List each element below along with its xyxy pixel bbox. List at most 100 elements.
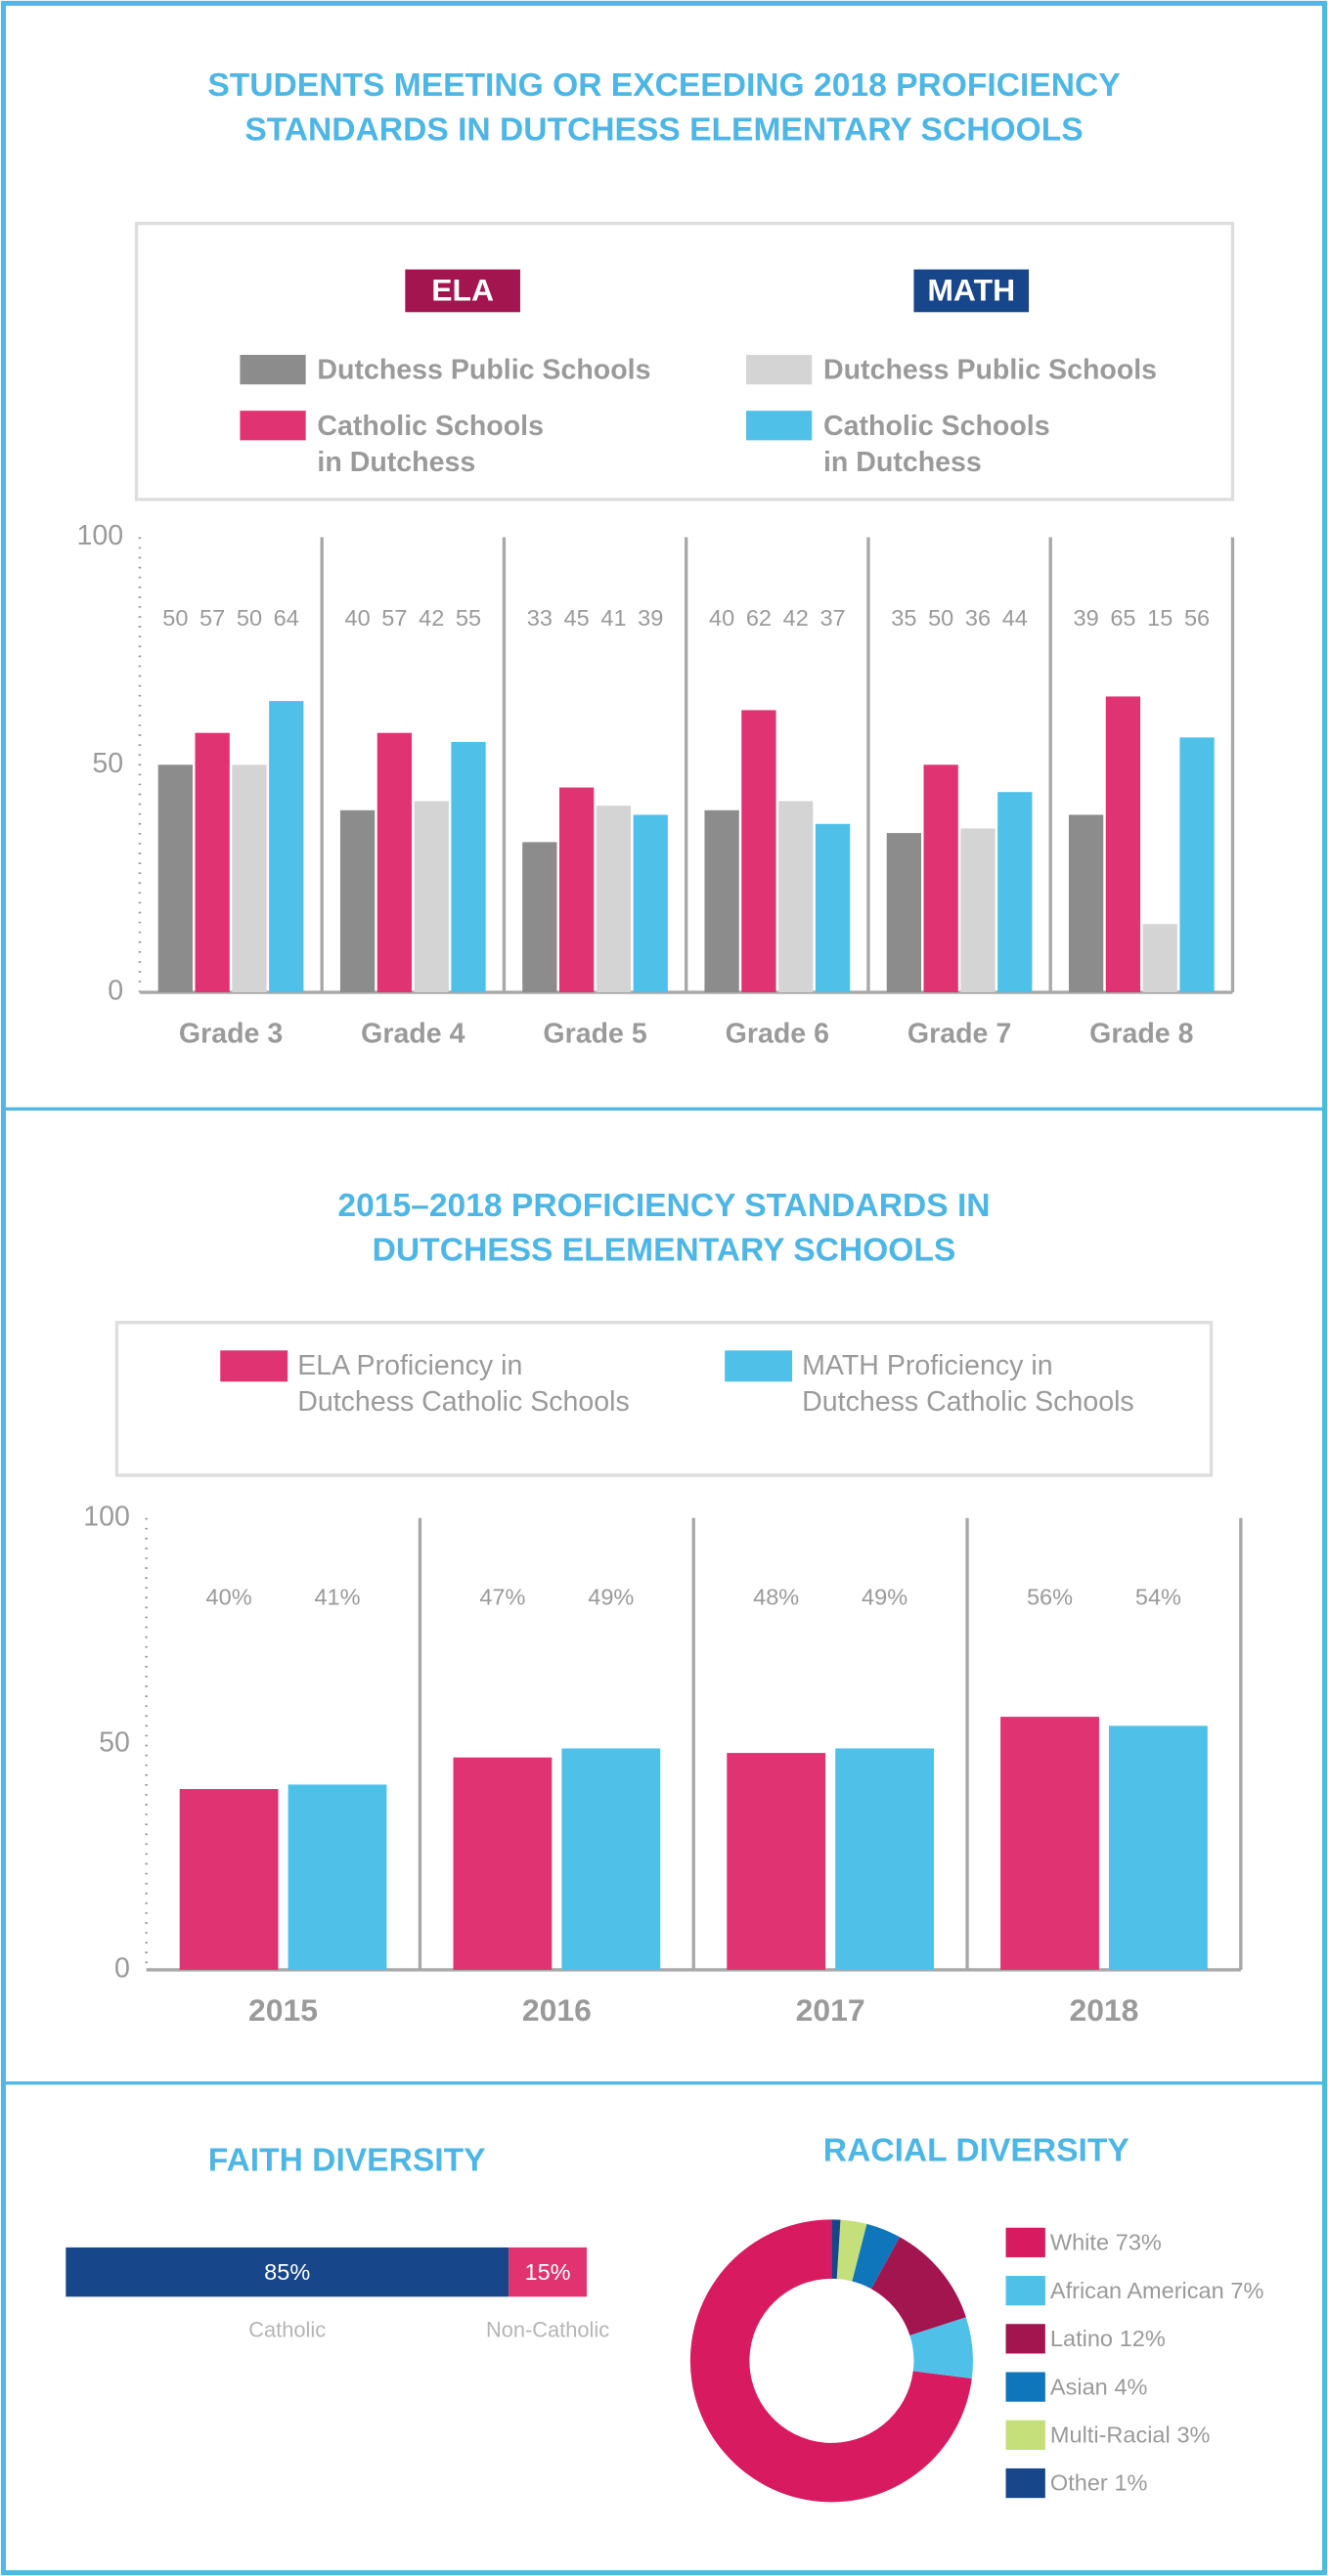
data-label: 56 bbox=[1184, 605, 1210, 631]
data-label: 44 bbox=[1002, 605, 1028, 631]
bar bbox=[997, 792, 1033, 993]
chart-title-line: STUDENTS MEETING OR EXCEEDING 2018 PROFI… bbox=[207, 67, 1120, 104]
bar bbox=[835, 1748, 935, 1970]
bar bbox=[522, 842, 557, 993]
legend-swatch bbox=[240, 354, 306, 385]
bar bbox=[815, 823, 851, 993]
y-tick-label: 0 bbox=[114, 1952, 130, 1984]
legend-group-title: ELA bbox=[431, 273, 494, 308]
legend-label-line: MATH Proficiency in bbox=[802, 1350, 1052, 1381]
pie-slice bbox=[836, 2219, 867, 2282]
legend-label-line: Catholic Schools bbox=[823, 410, 1050, 441]
legend-category: White bbox=[1050, 2230, 1109, 2255]
bar bbox=[1105, 696, 1141, 993]
x-tick-label: Grade 3 bbox=[179, 1018, 283, 1049]
data-label: 48% bbox=[753, 1584, 799, 1609]
data-label: 15% bbox=[525, 2259, 571, 2285]
pie-slice bbox=[870, 2237, 966, 2336]
data-label: 41 bbox=[600, 605, 626, 631]
legend-category: Multi-Racial bbox=[1050, 2423, 1171, 2448]
category-label: Non-Catholic bbox=[486, 2317, 609, 2341]
x-tick-label: Grade 5 bbox=[543, 1018, 646, 1049]
bar bbox=[596, 806, 632, 993]
chart-title: STUDENTS MEETING OR EXCEEDING 2018 PROFI… bbox=[207, 67, 1120, 148]
bar bbox=[339, 809, 376, 993]
data-label: 42 bbox=[419, 605, 444, 631]
legend-box bbox=[134, 221, 1235, 502]
x-tick-label: 2016 bbox=[522, 1992, 592, 2028]
pie-slice bbox=[909, 2317, 973, 2379]
data-label: 35 bbox=[891, 605, 916, 631]
x-tick-label: Grade 7 bbox=[907, 1018, 1011, 1049]
bar bbox=[923, 764, 958, 993]
legend-label: White 73% bbox=[1050, 2230, 1162, 2255]
chart-title-line: STANDARDS IN DUTCHESS ELEMENTARY SCHOOLS bbox=[244, 111, 1083, 148]
x-tick-label: Grade 8 bbox=[1089, 1018, 1193, 1049]
bar bbox=[195, 732, 230, 993]
data-label: 15 bbox=[1147, 605, 1173, 631]
bar bbox=[727, 1753, 826, 1970]
data-label: 49% bbox=[862, 1584, 907, 1609]
data-label: 36 bbox=[965, 605, 991, 631]
x-tick-label: Grade 4 bbox=[361, 1018, 465, 1049]
data-label: 54% bbox=[1135, 1584, 1181, 1609]
x-tick-label: Grade 6 bbox=[726, 1018, 829, 1049]
legend-swatch bbox=[746, 411, 813, 441]
bar bbox=[633, 814, 668, 993]
legend-value: 73% bbox=[1116, 2230, 1162, 2255]
legend-value: 7% bbox=[1230, 2278, 1263, 2303]
legend-label: Other 1% bbox=[1050, 2470, 1148, 2496]
data-label: 33 bbox=[527, 605, 553, 631]
legend-label: Multi-Racial 3% bbox=[1050, 2423, 1211, 2448]
bar bbox=[269, 701, 304, 993]
data-label: 50 bbox=[237, 605, 262, 631]
data-label: 39 bbox=[638, 605, 663, 631]
x-tick-label: 2018 bbox=[1069, 1992, 1138, 2028]
legend-label-line: in Dutchess bbox=[317, 446, 475, 477]
legend-category: Latino bbox=[1050, 2326, 1113, 2351]
legend-group-title: MATH bbox=[927, 273, 1015, 308]
bar bbox=[1108, 1725, 1208, 1970]
data-label: 55 bbox=[456, 605, 481, 631]
bar bbox=[1068, 814, 1104, 993]
x-tick-label: 2017 bbox=[796, 1992, 865, 2028]
legend-label-line: Dutchess Catholic Schools bbox=[297, 1386, 630, 1418]
legend-label-line: in Dutchess bbox=[823, 446, 982, 477]
legend-value: 12% bbox=[1120, 2326, 1166, 2351]
data-label: 41% bbox=[314, 1584, 360, 1609]
bar-segment bbox=[509, 2247, 588, 2297]
data-label: 42 bbox=[783, 605, 809, 631]
bar bbox=[960, 828, 996, 993]
data-label: 39 bbox=[1074, 605, 1099, 631]
bar bbox=[778, 801, 814, 993]
bar bbox=[288, 1784, 387, 1970]
legend-category: African American bbox=[1050, 2278, 1224, 2303]
legend-swatch bbox=[725, 1350, 793, 1382]
chart-title-line: 2015–2018 PROFICIENCY STANDARDS IN bbox=[337, 1188, 990, 1224]
legend-label-line: Catholic Schools bbox=[317, 410, 544, 441]
legend-swatch bbox=[220, 1350, 288, 1382]
legend-group-tag bbox=[405, 269, 520, 313]
legend-swatch bbox=[1005, 2420, 1045, 2450]
legend-label: Catholic Schools in Dutchess bbox=[317, 410, 544, 477]
bar bbox=[886, 833, 921, 993]
legend-label: MATH Proficiency in Dutchess Catholic Sch… bbox=[802, 1350, 1134, 1418]
y-tick-label: 0 bbox=[108, 976, 123, 1007]
legend-value: 4% bbox=[1114, 2374, 1147, 2399]
data-label: 40% bbox=[206, 1584, 252, 1609]
legend-value: 1% bbox=[1114, 2470, 1147, 2496]
legend-label: African American 7% bbox=[1050, 2278, 1264, 2303]
data-label: 65 bbox=[1110, 605, 1135, 631]
data-label: 50 bbox=[162, 605, 188, 631]
legend-swatch bbox=[1005, 2275, 1045, 2306]
bar bbox=[741, 710, 776, 993]
bar bbox=[561, 1748, 661, 1970]
data-label: 57 bbox=[199, 605, 225, 631]
legend-box bbox=[114, 1321, 1214, 1477]
y-tick-label: 50 bbox=[99, 1726, 130, 1758]
bar bbox=[1142, 924, 1177, 993]
legend-label: Dutchess Public Schools bbox=[823, 354, 1157, 385]
legend-label-line: ELA Proficiency in bbox=[297, 1350, 522, 1381]
